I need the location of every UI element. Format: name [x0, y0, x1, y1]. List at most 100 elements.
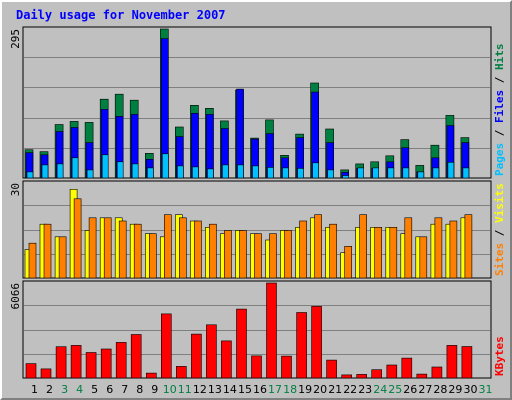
- x-tick-label-day-23: 23: [358, 383, 372, 396]
- x-tick-label-day-6: 6: [106, 383, 113, 396]
- x-tick-label-day-5: 5: [91, 383, 98, 396]
- bar-pages-day-3: [56, 163, 64, 179]
- legend-entry: /: [493, 70, 506, 90]
- bar-pages-day-6: [101, 154, 109, 179]
- bar-sites-day-2: [43, 223, 52, 279]
- panel-max-label: 30: [9, 183, 22, 196]
- x-tick-label-day-8: 8: [136, 383, 143, 396]
- bar-kbytes-day-29: [446, 345, 458, 379]
- bar-kbytes-day-19: [296, 312, 307, 379]
- bar-kbytes-day-17: [266, 282, 277, 379]
- bar-sites-day-6: [103, 217, 112, 279]
- bar-pages-day-1: [26, 171, 34, 179]
- bar-kbytes-day-15: [236, 308, 247, 379]
- legend-entry: /: [493, 223, 506, 243]
- bar-sites-day-9: [149, 233, 157, 279]
- bar-pages-day-18: [282, 167, 289, 179]
- x-tick-label-day-13: 13: [208, 383, 222, 396]
- bar-sites-day-18: [284, 230, 292, 279]
- bar-pages-day-25: [387, 167, 395, 179]
- bar-kbytes-day-21: [326, 359, 337, 379]
- x-tick-label-day-12: 12: [193, 383, 207, 396]
- legend-entry: /: [493, 123, 506, 143]
- bar-sites-day-26: [404, 217, 413, 279]
- bar-pages-day-27: [417, 171, 425, 179]
- bar-sites-day-22: [344, 246, 353, 279]
- x-tick-label-day-15: 15: [238, 383, 252, 396]
- bar-pages-day-9: [147, 167, 154, 179]
- bar-pages-day-7: [116, 161, 124, 179]
- bar-pages-day-19: [297, 168, 304, 179]
- bar-sites-day-7: [118, 220, 127, 279]
- bar-kbytes-day-3: [55, 346, 67, 379]
- bar-files-day-13: [206, 114, 214, 179]
- bar-kbytes-day-27: [416, 373, 428, 379]
- bar-pages-day-16: [252, 165, 259, 179]
- x-tick-label-day-3: 3: [61, 383, 68, 396]
- x-tick-label-day-28: 28: [433, 383, 447, 396]
- bar-sites-day-20: [314, 214, 322, 279]
- bar-pages-day-4: [71, 157, 79, 179]
- bar-sites-day-30: [464, 214, 473, 279]
- panel-max-label: 6066: [9, 283, 22, 310]
- panel-legend: Pages / Files / Hits: [493, 44, 506, 177]
- bar-sites-day-5: [88, 217, 97, 279]
- bar-sites-day-14: [224, 230, 232, 279]
- x-tick-label-day-22: 22: [343, 383, 357, 396]
- x-tick-label-day-20: 20: [313, 383, 327, 396]
- x-tick-label-day-24: 24: [373, 383, 387, 396]
- x-tick-label-day-1: 1: [31, 383, 38, 396]
- x-tick-label-day-30: 30: [464, 383, 478, 396]
- bar-sites-day-21: [329, 223, 337, 279]
- bar-kbytes-day-22: [341, 374, 353, 379]
- x-tick-label-day-31: 31: [479, 383, 493, 396]
- panel-legend: Sites / Visits: [493, 183, 506, 276]
- bar-pages-day-22: [342, 175, 350, 179]
- bar-sites-day-8: [133, 223, 142, 279]
- bar-pages-day-12: [192, 166, 199, 179]
- bar-sites-day-29: [449, 220, 458, 279]
- x-tick-label-day-27: 27: [418, 383, 432, 396]
- bar-pages-day-13: [207, 168, 214, 179]
- x-tick-label-day-17: 17: [268, 383, 282, 396]
- bar-kbytes-day-14: [221, 340, 232, 379]
- bar-pages-day-24: [372, 167, 380, 179]
- bar-kbytes-day-18: [281, 355, 292, 379]
- x-tick-label-day-7: 7: [121, 383, 128, 396]
- panel-visits_sites: 30 Sites / Visits: [9, 180, 506, 279]
- legend-entry: Hits: [493, 44, 506, 71]
- bar-sites-day-27: [419, 236, 428, 279]
- bar-sites-day-19: [299, 220, 307, 279]
- bar-kbytes-day-4: [70, 345, 82, 379]
- legend-entry: KBytes: [493, 336, 506, 376]
- bar-sites-day-4: [73, 198, 82, 279]
- bar-kbytes-day-13: [206, 324, 217, 379]
- bar-sites-day-11: [179, 217, 187, 279]
- x-tick-label-day-25: 25: [388, 383, 402, 396]
- bar-sites-day-13: [209, 223, 217, 279]
- bar-pages-day-10: [162, 153, 169, 179]
- x-tick-label-day-9: 9: [151, 383, 158, 396]
- bar-kbytes-day-20: [311, 306, 322, 379]
- bar-pages-day-20: [312, 162, 319, 179]
- bar-pages-day-26: [402, 167, 410, 179]
- bar-sites-day-24: [374, 227, 383, 279]
- x-tick-label-day-19: 19: [298, 383, 312, 396]
- bar-kbytes-day-5: [85, 352, 97, 379]
- bar-pages-day-15: [237, 164, 244, 179]
- bar-sites-day-12: [194, 220, 202, 279]
- panel-hits_files_pages: 295 Pages / Files / Hits: [9, 26, 506, 179]
- x-tick-label-day-10: 10: [163, 383, 177, 396]
- x-tick-label-day-4: 4: [76, 383, 83, 396]
- x-axis-day-labels: 1 2 3 4 5 6 7 8 9 10 11 12 13 14 15 16 17 18 19 20 21 22 23 24 2…: [31, 383, 493, 396]
- bar-kbytes-day-11: [176, 366, 187, 379]
- x-tick-label-day-18: 18: [283, 383, 297, 396]
- bar-kbytes-day-2: [40, 368, 52, 379]
- bar-sites-day-28: [434, 217, 443, 279]
- bar-pages-day-29: [447, 162, 455, 179]
- bar-kbytes-day-26: [401, 357, 413, 379]
- panel-kbytes: 6066 KBytes: [9, 280, 506, 379]
- bar-kbytes-day-12: [191, 333, 202, 379]
- legend-entry: Visits: [493, 183, 506, 223]
